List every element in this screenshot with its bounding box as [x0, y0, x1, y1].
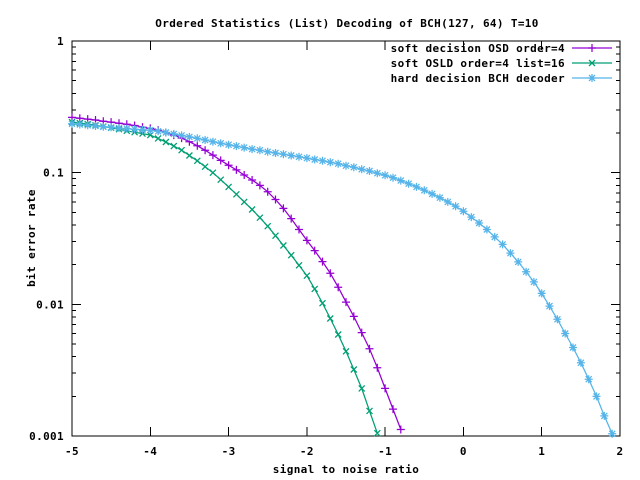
y-tick-label: 0.01 — [36, 298, 64, 311]
series-markers-star — [68, 119, 617, 438]
plot-border — [71, 40, 621, 437]
legend-label: hard decision BCH decoder — [391, 72, 565, 85]
legend-label: soft decision OSD order=4 — [391, 42, 565, 55]
x-tick-label: 0 — [460, 445, 467, 458]
x-tick-label: 2 — [617, 445, 624, 458]
data-series — [68, 113, 617, 438]
axis-ticks: -5 -4 -3 -2 -1 0 1 2 1 0.1 0.01 0.001 — [29, 35, 623, 458]
y-tick-label: 1 — [57, 35, 64, 48]
x-tick-label: -5 — [65, 445, 79, 458]
series-markers-cross — [68, 118, 381, 437]
series-line-cross — [71, 121, 378, 434]
series-markers-plus — [68, 113, 405, 434]
x-axis-label: signal to noise ratio — [273, 463, 419, 476]
legend-marker-star — [588, 74, 596, 82]
legend: soft decision OSD order=4 soft OSLD order… — [391, 42, 612, 85]
x-tick-label: -4 — [143, 445, 157, 458]
x-tick-label: -1 — [378, 445, 392, 458]
legend-marker-plus — [588, 44, 596, 52]
x-tick-label: -3 — [222, 445, 236, 458]
x-tick-label: -2 — [300, 445, 314, 458]
legend-marker-cross — [588, 59, 596, 67]
y-tick-label: 0.1 — [43, 167, 64, 180]
chart-title: Ordered Statistics (List) Decoding of BC… — [155, 17, 539, 30]
y-tick-label: 0.001 — [29, 430, 64, 443]
x-tick-label: 1 — [538, 445, 545, 458]
y-axis-label: bit error rate — [25, 189, 38, 287]
legend-label: soft OSLD order=4 list=16 — [391, 57, 565, 70]
